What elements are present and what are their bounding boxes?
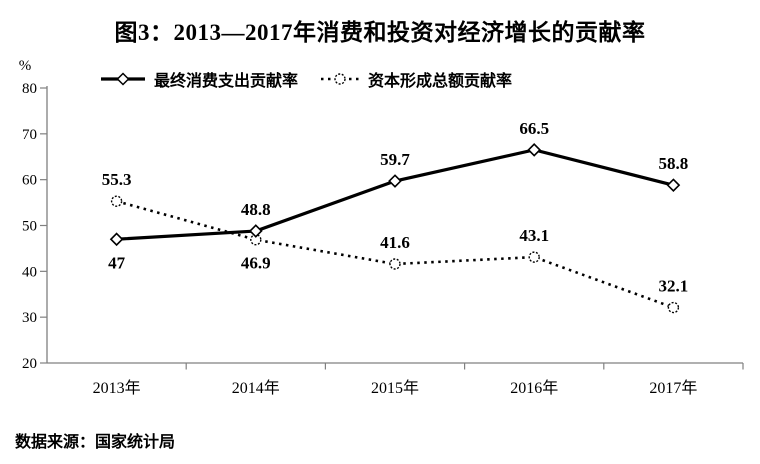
svg-text:30: 30	[22, 310, 37, 326]
svg-text:2016年: 2016年	[510, 379, 558, 397]
svg-text:66.5: 66.5	[519, 119, 549, 138]
svg-text:46.9: 46.9	[241, 254, 271, 273]
svg-text:50: 50	[22, 219, 37, 235]
svg-text:2013年: 2013年	[93, 379, 141, 397]
svg-text:40: 40	[22, 264, 37, 280]
svg-text:48.8: 48.8	[241, 200, 271, 219]
svg-text:80: 80	[22, 81, 37, 97]
svg-text:32.1: 32.1	[659, 277, 689, 296]
figure-title: 图3：2013—2017年消费和投资对经济增长的贡献率	[114, 20, 646, 45]
legend-item-consumption: 最终消费支出贡献率	[100, 67, 298, 91]
svg-text:41.6: 41.6	[380, 233, 410, 252]
legend-item-capital: 资本形成总额贡献率	[320, 67, 512, 91]
svg-text:%: %	[19, 58, 32, 74]
svg-text:43.1: 43.1	[519, 226, 549, 245]
svg-text:20: 20	[22, 356, 37, 372]
svg-text:58.8: 58.8	[659, 154, 689, 173]
legend-label-consumption: 最终消费支出贡献率	[154, 73, 299, 90]
svg-text:2017年: 2017年	[649, 379, 697, 397]
dotted-line-circle-icon	[321, 73, 360, 85]
svg-text:47: 47	[108, 253, 126, 272]
svg-text:2014年: 2014年	[232, 379, 280, 397]
source-note: 数据来源：国家统计局	[15, 434, 176, 451]
solid-line-diamond-icon	[101, 72, 145, 86]
svg-text:2015年: 2015年	[371, 379, 419, 397]
chart-legend: 最终消费支出贡献率 资本形成总额贡献率	[100, 67, 512, 91]
svg-text:70: 70	[22, 127, 37, 143]
svg-text:60: 60	[22, 173, 37, 189]
legend-label-capital: 资本形成总额贡献率	[368, 73, 513, 90]
svg-text:59.7: 59.7	[380, 150, 410, 169]
svg-text:55.3: 55.3	[102, 170, 132, 189]
